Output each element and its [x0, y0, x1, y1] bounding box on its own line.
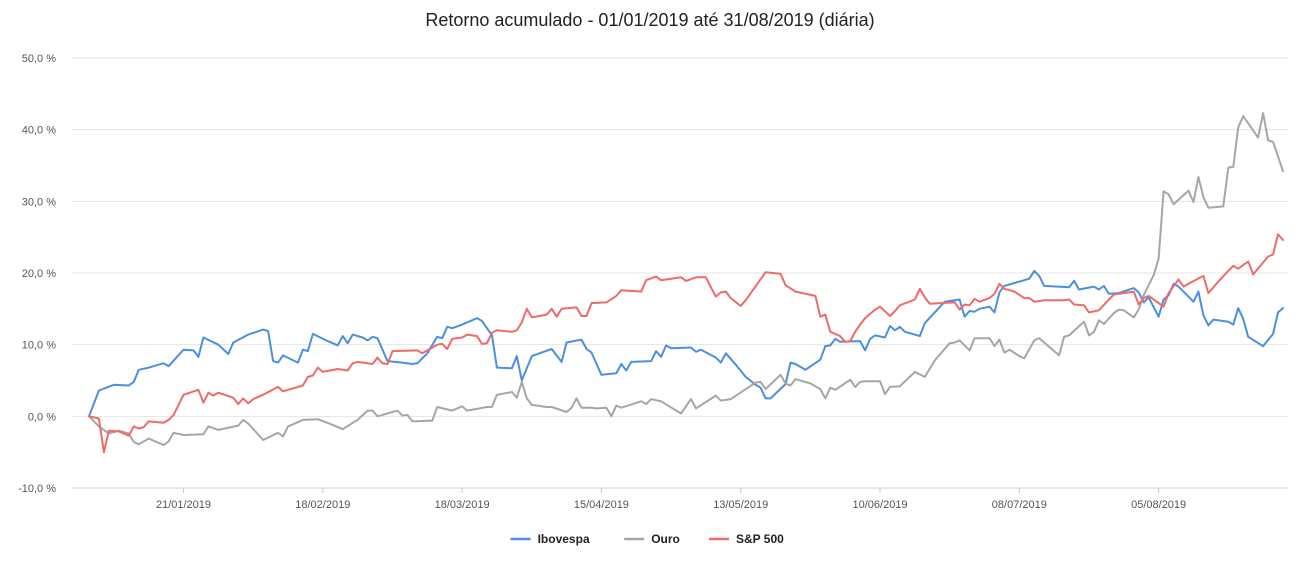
y-tick-label: 10,0 %	[22, 340, 56, 352]
y-tick-label: 20,0 %	[22, 268, 56, 280]
x-tick-label: 05/08/2019	[1131, 499, 1186, 511]
y-axis-ticks: -10,0 % 0,0 % 10,0 % 20,0 % 30,0 % 40,0 % 50,0…	[18, 53, 56, 495]
legend-item-ibovespa[interactable]: Ibovespa	[510, 532, 590, 546]
legend-label: S&P 500	[736, 532, 784, 546]
legend-item-ouro[interactable]: Ouro	[624, 532, 680, 546]
legend-label: Ibovespa	[538, 532, 590, 546]
x-tick-label: 13/05/2019	[713, 499, 768, 511]
series-line-ibovespa	[88, 269, 1284, 418]
y-tick-label: 30,0 %	[22, 196, 56, 208]
chart-title: Retorno acumulado - 01/01/2019 até 31/08…	[425, 10, 874, 30]
legend: Ibovespa Ouro S&P 500	[510, 532, 784, 546]
y-tick-label: 0,0 %	[28, 411, 56, 423]
x-tick-label: 15/04/2019	[574, 499, 629, 511]
y-tick-label: 40,0 %	[22, 125, 56, 137]
series-line-ouro	[88, 112, 1284, 446]
x-tick-label: 08/07/2019	[992, 499, 1047, 511]
y-tick-label: 50,0 %	[22, 53, 56, 65]
x-tick-label: 18/03/2019	[435, 499, 490, 511]
legend-item-s-p-500[interactable]: S&P 500	[709, 532, 784, 546]
gridlines	[72, 57, 1288, 489]
x-tick-label: 21/01/2019	[156, 499, 211, 511]
y-tick-label: -10,0 %	[18, 483, 56, 495]
x-tick-label: 18/02/2019	[295, 499, 350, 511]
series-line-s-p-500	[88, 233, 1284, 454]
series-lines	[88, 112, 1284, 454]
x-tick-label: 10/06/2019	[853, 499, 908, 511]
legend-label: Ouro	[651, 532, 680, 546]
x-axis-ticks: 21/01/2019 18/02/2019 18/03/2019 15/04/2019…	[156, 488, 1186, 511]
